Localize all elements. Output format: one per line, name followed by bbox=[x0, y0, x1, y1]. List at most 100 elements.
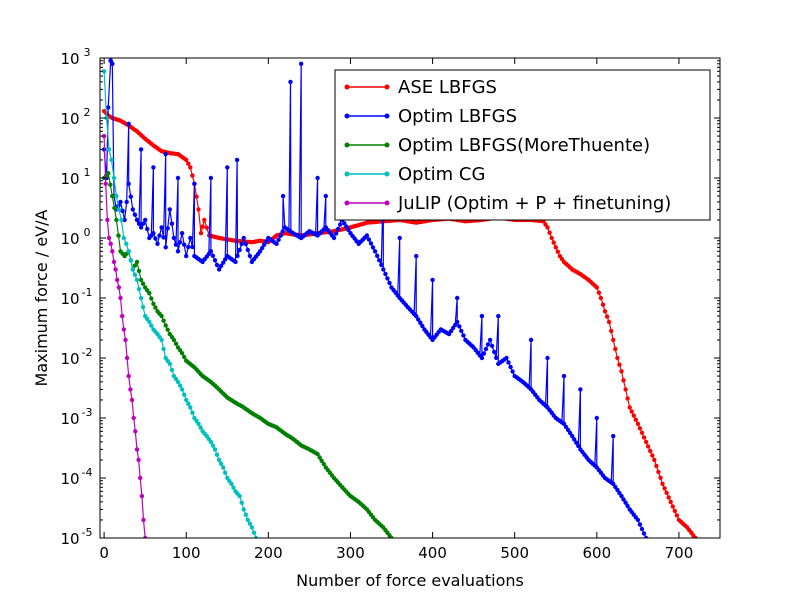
x-tick-label: 200 bbox=[254, 544, 283, 562]
series-1-point bbox=[173, 242, 179, 247]
series-1-point bbox=[276, 237, 281, 242]
series-1-point bbox=[132, 212, 138, 217]
series-3-point bbox=[149, 323, 154, 328]
series-1-point bbox=[247, 253, 253, 259]
series-0-point bbox=[196, 207, 201, 212]
series-2-point bbox=[171, 337, 177, 343]
series-4-point bbox=[116, 285, 122, 290]
series-1-point bbox=[138, 225, 144, 230]
series-1-point bbox=[118, 199, 123, 205]
series-1-point bbox=[479, 355, 485, 361]
series-1-point bbox=[243, 241, 248, 247]
series-1-point bbox=[175, 249, 181, 254]
series-3-point bbox=[208, 439, 214, 445]
series-0-point bbox=[656, 469, 661, 475]
series-1-point bbox=[364, 233, 370, 238]
series-3-point bbox=[106, 147, 112, 152]
series-1-point bbox=[331, 235, 337, 241]
series-0-point bbox=[606, 319, 612, 325]
series-0-point bbox=[670, 504, 675, 509]
series-1-point bbox=[186, 244, 191, 250]
series-3-point bbox=[147, 319, 152, 325]
series-0-point bbox=[666, 495, 671, 500]
y-tick-label: 10 bbox=[60, 350, 79, 368]
series-1-point bbox=[134, 217, 140, 223]
y-tick-label: 10 bbox=[60, 50, 79, 68]
series-1-point bbox=[182, 242, 187, 247]
series-1-point bbox=[344, 224, 349, 229]
y-tick-label-exponent: 0 bbox=[84, 226, 91, 239]
series-2-point bbox=[173, 341, 179, 346]
series-1-point bbox=[241, 235, 246, 241]
series-4-point bbox=[128, 387, 133, 392]
legend-swatch-marker bbox=[344, 200, 350, 206]
series-1-point bbox=[214, 262, 220, 268]
series-2-point bbox=[182, 354, 187, 360]
y-axis-label: Maximum force / eV/A bbox=[32, 210, 51, 387]
series-1-point bbox=[457, 324, 462, 329]
series-1-point bbox=[346, 227, 351, 233]
series-1-point bbox=[299, 61, 304, 66]
series-0-point bbox=[654, 463, 659, 469]
series-3-point bbox=[124, 241, 129, 246]
series-1-point bbox=[635, 517, 641, 523]
series-1-point bbox=[161, 235, 166, 240]
series-1-point bbox=[372, 249, 378, 254]
series-3-point bbox=[177, 383, 183, 388]
series-4-point bbox=[134, 447, 140, 452]
series-3-point bbox=[128, 258, 133, 263]
series-2-point bbox=[161, 318, 166, 323]
series-0-point bbox=[637, 426, 643, 431]
series-1-point bbox=[643, 535, 649, 538]
series-2-point bbox=[112, 205, 117, 211]
series-0-point bbox=[604, 314, 610, 319]
legend-entry: JuLIP (Optim + P + finetuning) bbox=[344, 193, 671, 214]
series-1-point bbox=[496, 313, 501, 319]
series-1-point bbox=[128, 194, 133, 199]
series-3-point bbox=[169, 367, 175, 373]
series-1-point bbox=[366, 237, 372, 242]
series-2 bbox=[101, 171, 394, 538]
series-1-point bbox=[190, 244, 195, 250]
series-1-point bbox=[578, 387, 583, 392]
series-1-point bbox=[625, 503, 630, 509]
series-3-point bbox=[116, 207, 122, 212]
y-tick-label: 10 bbox=[60, 530, 79, 548]
series-1-point bbox=[641, 531, 647, 536]
series-0-point bbox=[186, 161, 191, 166]
series-3-point bbox=[196, 421, 201, 426]
series-0-point bbox=[594, 285, 599, 290]
series-1-point bbox=[155, 241, 160, 246]
series-1-point bbox=[212, 258, 218, 263]
series-1-point bbox=[576, 443, 581, 449]
series-1-point bbox=[208, 249, 214, 254]
series-1-point bbox=[216, 267, 222, 272]
series-0-point bbox=[200, 224, 205, 229]
series-0-point bbox=[652, 457, 657, 463]
series-1-point bbox=[621, 497, 626, 502]
legend-swatch-marker bbox=[384, 142, 390, 148]
series-1-point bbox=[165, 226, 170, 231]
series-1-point bbox=[163, 245, 168, 250]
series-1-point bbox=[570, 433, 575, 439]
y-tick-label-exponent: -3 bbox=[82, 406, 93, 419]
series-1-point bbox=[208, 175, 214, 181]
series-3-point bbox=[198, 425, 203, 430]
series-1-point bbox=[192, 181, 197, 186]
series-4-point bbox=[141, 517, 146, 523]
series-1-point bbox=[188, 235, 193, 241]
series-0-point bbox=[625, 396, 630, 401]
series-1-point bbox=[280, 229, 285, 234]
y-tick-label-exponent: -5 bbox=[82, 526, 93, 539]
series-0-point bbox=[635, 421, 641, 426]
y-tick-label-exponent: -2 bbox=[82, 346, 93, 359]
series-3-point bbox=[138, 295, 144, 301]
series-1-point bbox=[418, 320, 423, 325]
series-0-point bbox=[598, 295, 604, 301]
series-0-point bbox=[668, 499, 673, 505]
series-3-point bbox=[182, 392, 187, 397]
series-4-point bbox=[110, 249, 115, 254]
series-3-point bbox=[134, 277, 140, 283]
series-1-point bbox=[617, 490, 622, 496]
series-3-point bbox=[101, 69, 107, 74]
